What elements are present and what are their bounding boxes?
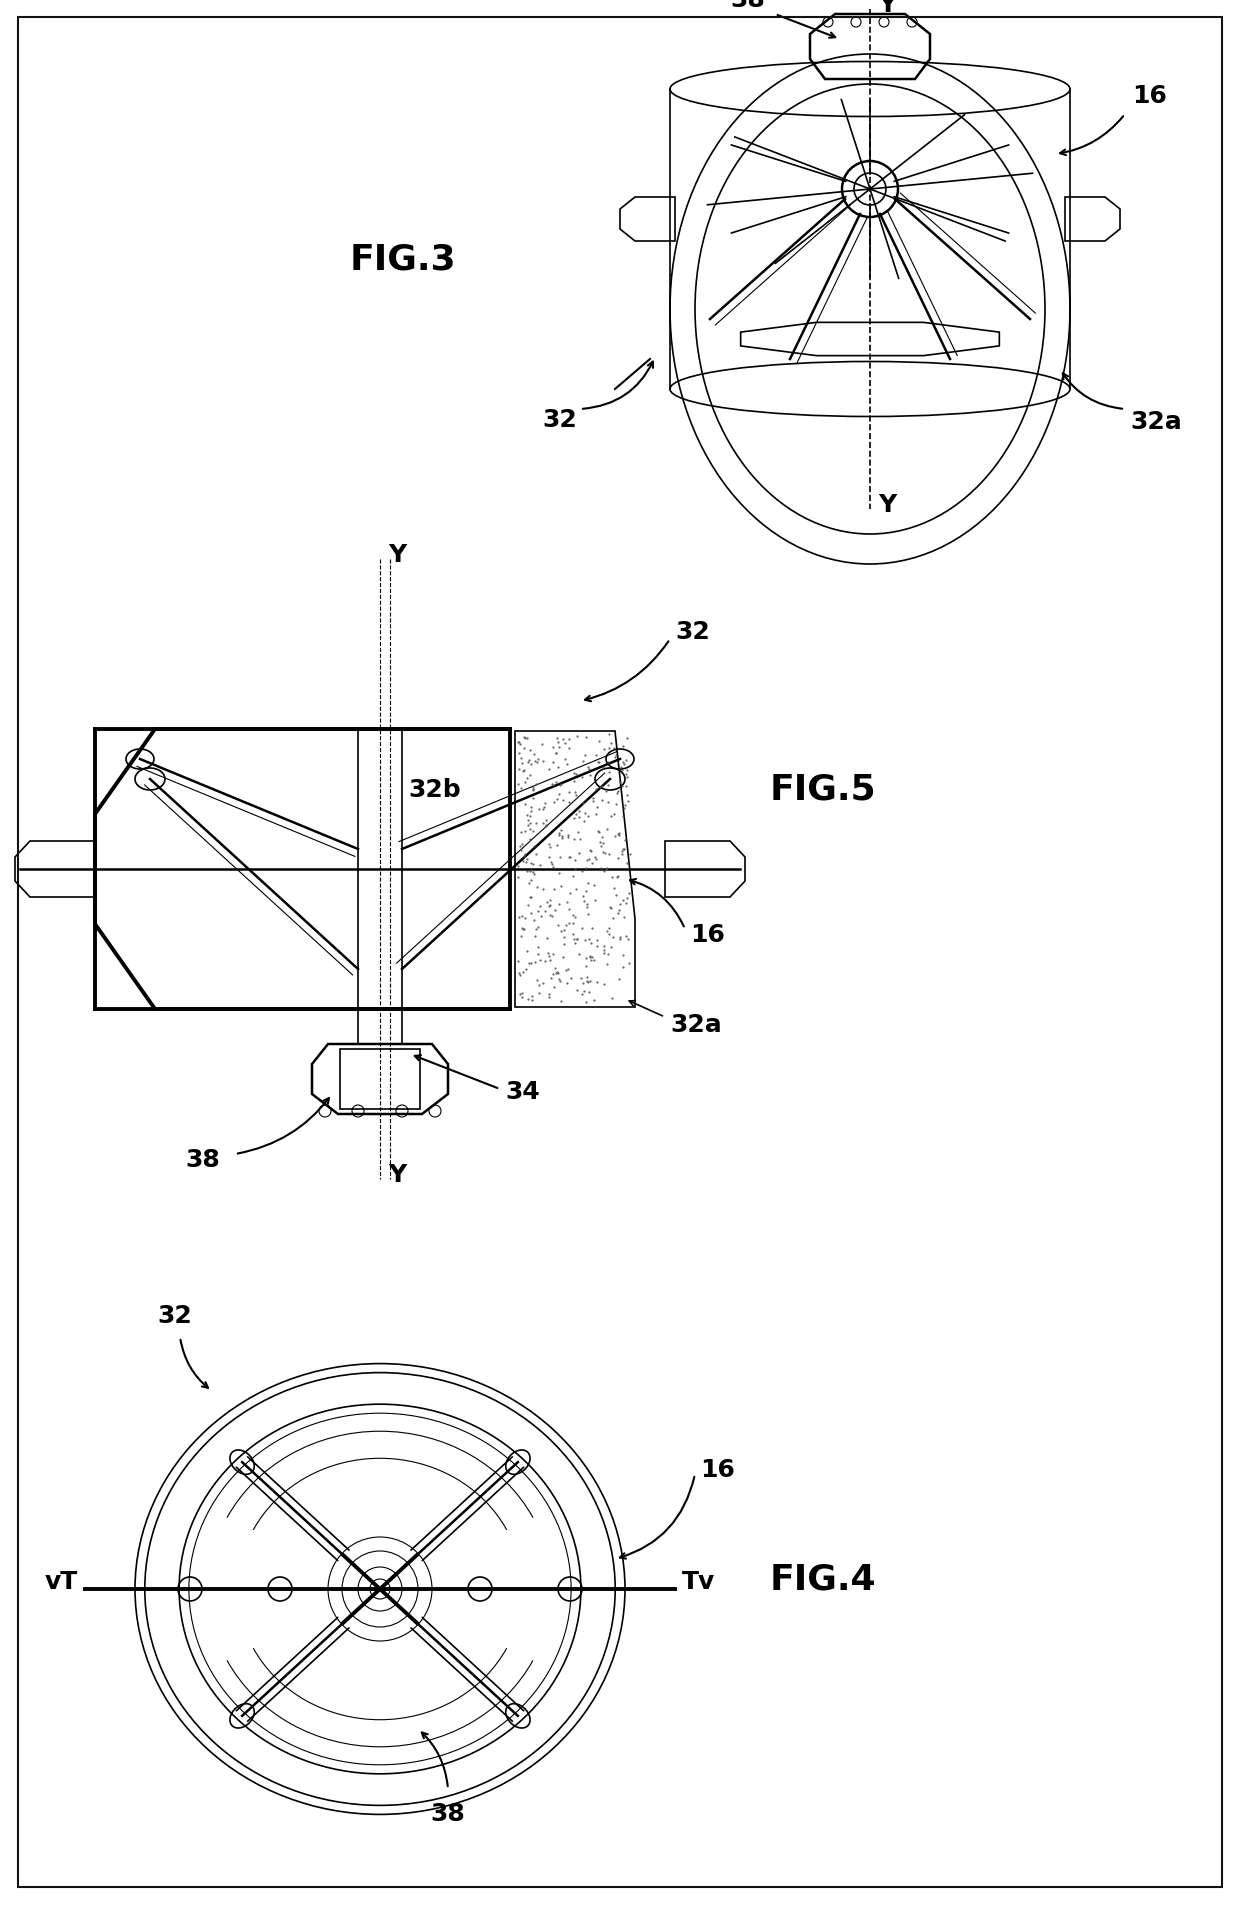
Text: Y: Y <box>388 543 407 566</box>
Text: 32a: 32a <box>670 1012 722 1036</box>
Text: 16: 16 <box>1132 84 1167 109</box>
Text: 16: 16 <box>689 922 725 947</box>
Text: 32b: 32b <box>408 777 460 802</box>
Text: 38: 38 <box>185 1147 219 1172</box>
Text: 32: 32 <box>157 1303 192 1328</box>
Text: Y: Y <box>878 493 897 516</box>
Text: 16: 16 <box>701 1457 735 1482</box>
Text: FIG.3: FIG.3 <box>350 242 456 276</box>
Text: 38: 38 <box>730 0 765 11</box>
Text: FIG.5: FIG.5 <box>770 773 877 806</box>
Text: FIG.4: FIG.4 <box>770 1562 877 1596</box>
Text: 32a: 32a <box>1130 410 1182 434</box>
Text: vT: vT <box>45 1570 78 1593</box>
Text: 34: 34 <box>505 1080 539 1103</box>
Text: Y: Y <box>388 1162 407 1187</box>
Text: Y: Y <box>878 0 897 17</box>
Text: 32: 32 <box>675 619 709 644</box>
Text: Tv: Tv <box>682 1570 715 1593</box>
Text: 38: 38 <box>430 1800 465 1825</box>
Text: 32: 32 <box>543 408 578 432</box>
